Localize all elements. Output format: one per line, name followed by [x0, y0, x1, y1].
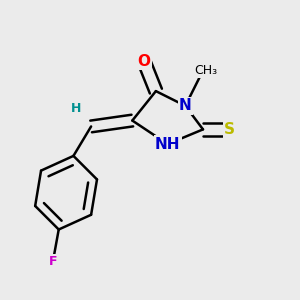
Text: O: O [138, 54, 151, 69]
Text: H: H [71, 102, 82, 115]
Text: N: N [179, 98, 192, 113]
Text: S: S [224, 122, 235, 137]
Text: CH₃: CH₃ [194, 64, 218, 77]
Text: F: F [49, 255, 57, 268]
Text: NH: NH [155, 136, 180, 152]
